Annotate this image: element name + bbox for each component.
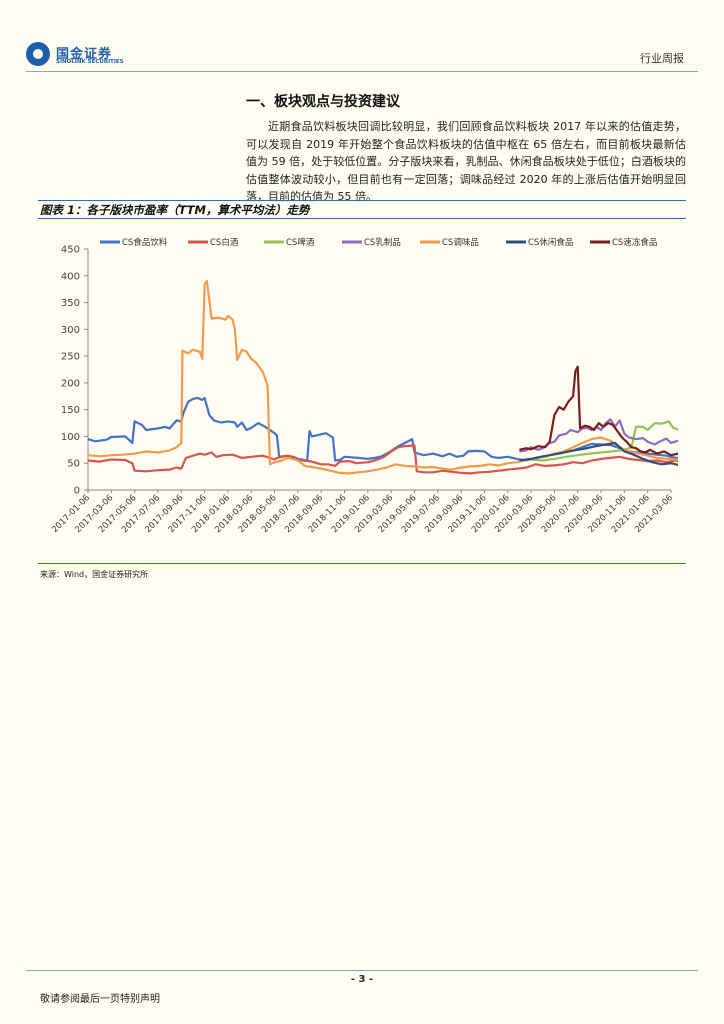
series-line-1 (87, 444, 678, 475)
legend-label: CS白酒 (210, 237, 239, 248)
y-tick-label: 200 (61, 378, 80, 389)
logo-en-text: SINOLINK SECURITIES (56, 59, 124, 65)
section-title: 一、板块观点与投资建议 (246, 94, 400, 110)
y-tick-label: 0 (74, 486, 80, 497)
figure-source: 来源：Wind，国金证券研究所 (40, 570, 149, 579)
body-paragraph: 近期食品饮料板块回调比较明显，我们回顾食品饮料板块 2017 年以来的估值走势，… (246, 120, 686, 203)
y-tick-label: 400 (61, 271, 80, 282)
legend-label: CS速冻食品 (612, 237, 657, 248)
y-tick-label: 50 (67, 459, 80, 470)
figure-frame (38, 200, 686, 564)
logo-cn-text: 国金证券 (56, 47, 113, 62)
footer-divider (26, 970, 698, 971)
report-type: 行业周报 (640, 52, 684, 65)
legend-label: CS调味品 (442, 237, 479, 248)
y-tick-label: 100 (61, 432, 80, 443)
logo-icon (26, 42, 50, 66)
figure-title: 图表 1：各子版块市盈率（TTM，算术平均法）走势 (40, 203, 310, 217)
series-line-6 (519, 365, 678, 457)
y-tick-label: 150 (61, 405, 80, 416)
pe-line-chart: 0501001502002503003504004502017-01-06201… (50, 237, 678, 535)
footer-disclaimer: 敬请参阅最后一页特别声明 (40, 994, 160, 1005)
legend-label: CS啤酒 (286, 237, 315, 248)
company-logo: 国金证券 SINOLINK SECURITIES (26, 42, 134, 70)
y-tick-label: 300 (61, 325, 80, 336)
y-tick-label: 350 (61, 298, 80, 309)
legend-label: CS食品饮料 (122, 237, 168, 248)
legend-label: CS乳制品 (364, 237, 401, 248)
series-line-4 (87, 279, 678, 475)
y-tick-label: 450 (61, 245, 80, 256)
header-divider (26, 71, 698, 72)
series-line-5 (519, 441, 678, 466)
page-number: - 3 - (350, 974, 374, 985)
figure-title-rule (38, 218, 686, 219)
legend-label: CS休闲食品 (528, 237, 573, 248)
y-tick-label: 250 (61, 352, 80, 363)
